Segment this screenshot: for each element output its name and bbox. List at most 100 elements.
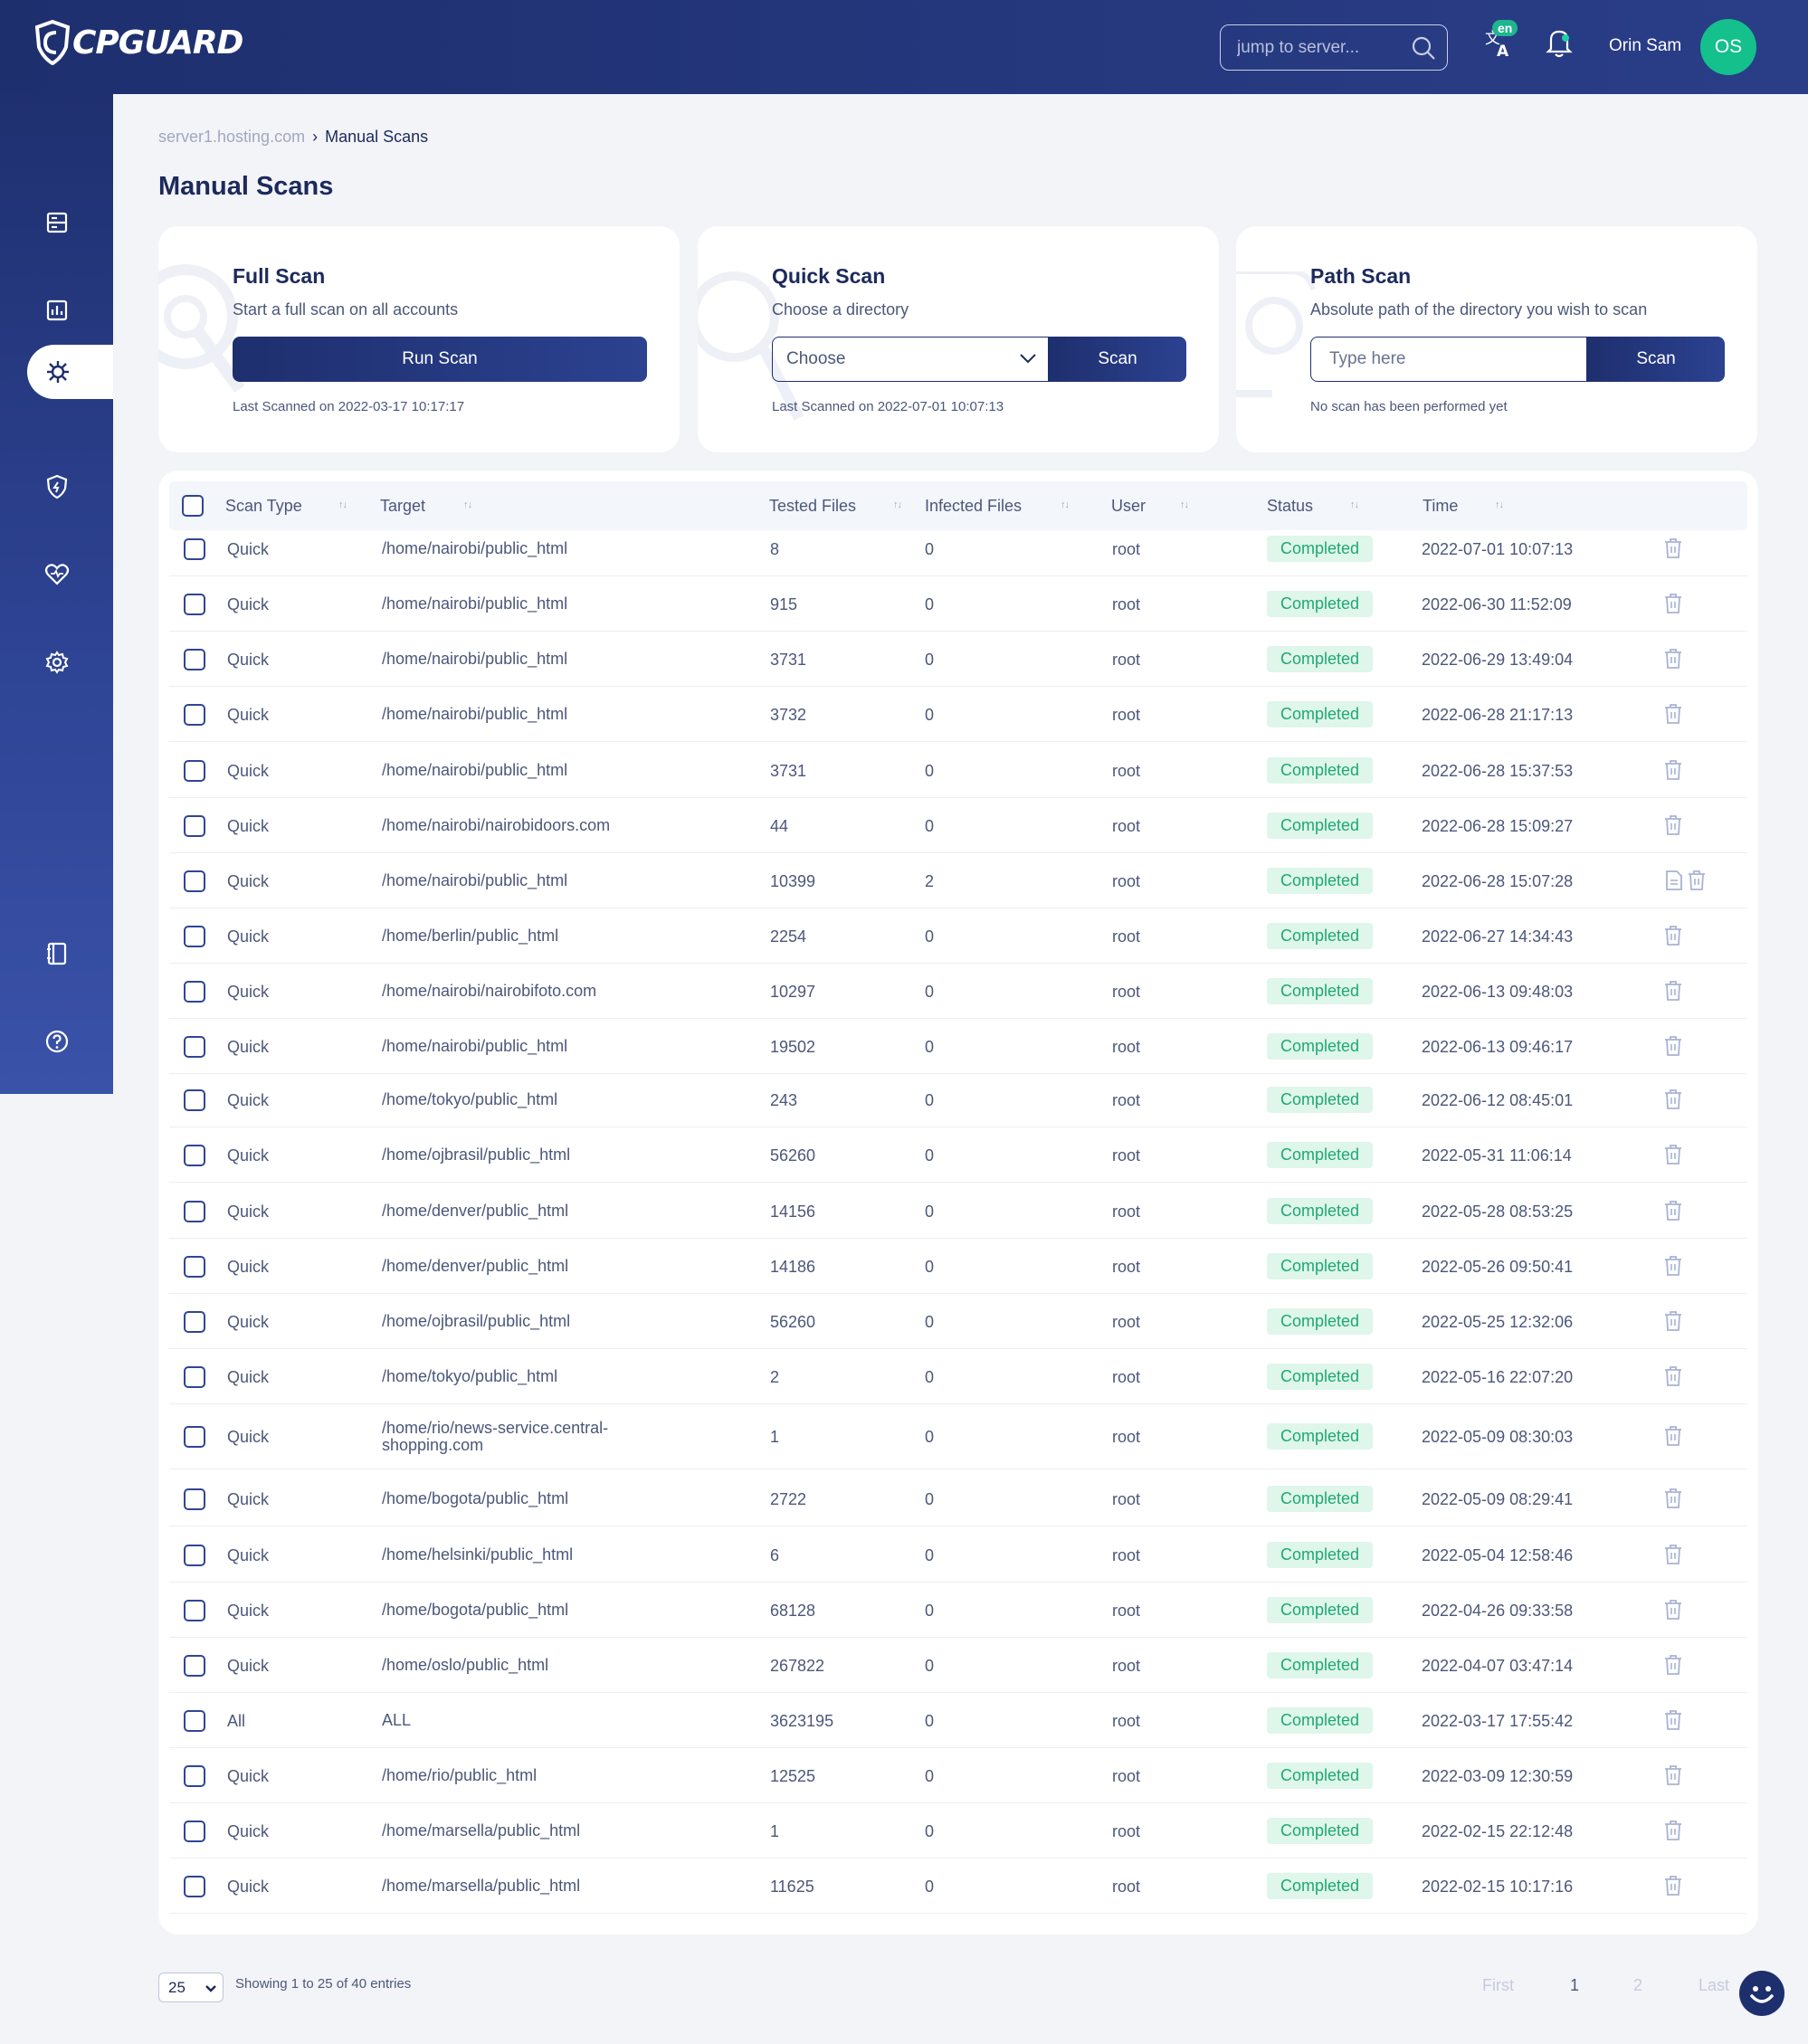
delete-icon[interactable] xyxy=(1663,1089,1683,1110)
tested-files-cell: 3731 xyxy=(770,761,807,780)
delete-icon[interactable] xyxy=(1663,980,1683,1002)
notification-bell-icon[interactable] xyxy=(1546,27,1573,58)
row-checkbox[interactable] xyxy=(184,1310,205,1333)
sort-icon[interactable]: ↑↓ xyxy=(463,499,472,510)
sort-icon[interactable]: ↑↓ xyxy=(338,499,347,510)
user-name[interactable]: Orin Sam xyxy=(1609,36,1682,55)
select-all-checkbox[interactable] xyxy=(182,495,204,517)
row-checkbox[interactable] xyxy=(184,870,205,892)
server-search[interactable] xyxy=(1220,24,1448,71)
server-search-input[interactable] xyxy=(1237,37,1400,58)
cpguard-logo[interactable]: CPGUARD xyxy=(34,20,243,65)
sort-icon[interactable]: ↑↓ xyxy=(1350,499,1359,510)
breadcrumb-server-link[interactable]: server1.hosting.com xyxy=(158,128,306,146)
shield-icon xyxy=(46,474,67,499)
sidebar-item-firewall[interactable] xyxy=(0,460,113,514)
col-target[interactable]: Target xyxy=(380,496,426,515)
delete-icon[interactable] xyxy=(1663,925,1683,946)
row-checkbox[interactable] xyxy=(184,1488,205,1510)
delete-icon[interactable] xyxy=(1663,1310,1683,1332)
row-checkbox[interactable] xyxy=(184,1255,205,1278)
path-input[interactable] xyxy=(1310,337,1587,382)
scan-type-cell: Quick xyxy=(227,1545,270,1564)
delete-icon[interactable] xyxy=(1663,1764,1683,1786)
search-icon[interactable] xyxy=(1411,35,1436,61)
row-checkbox[interactable] xyxy=(184,980,205,1003)
time-cell: 2022-05-09 08:30:03 xyxy=(1422,1428,1574,1446)
col-scan-type[interactable]: Scan Type xyxy=(225,496,302,515)
delete-icon[interactable] xyxy=(1663,1425,1683,1447)
row-checkbox[interactable] xyxy=(184,1200,205,1222)
delete-icon[interactable] xyxy=(1663,1544,1683,1565)
chat-support-button[interactable] xyxy=(1739,1971,1784,2016)
pagination-last[interactable]: Last xyxy=(1699,1976,1730,1994)
path-scan-button[interactable]: Scan xyxy=(1587,337,1725,382)
pagination-first[interactable]: First xyxy=(1482,1976,1514,1994)
delete-icon[interactable] xyxy=(1663,1599,1683,1621)
sort-icon[interactable]: ↑↓ xyxy=(1061,499,1070,510)
delete-icon[interactable] xyxy=(1663,814,1683,836)
col-user[interactable]: User xyxy=(1111,496,1147,515)
sidebar-item-virus-scan[interactable] xyxy=(27,345,113,399)
pagination-page-1[interactable]: 1 xyxy=(1570,1976,1580,1994)
delete-icon[interactable] xyxy=(1663,593,1683,614)
delete-icon[interactable] xyxy=(1663,1654,1683,1676)
col-infected-files[interactable]: Infected Files xyxy=(925,496,1023,515)
delete-icon[interactable] xyxy=(1663,648,1683,670)
pagination-page-2[interactable]: 2 xyxy=(1633,1976,1643,1994)
sidebar-item-health[interactable] xyxy=(0,547,113,602)
page-size-select[interactable]: 25 xyxy=(158,1973,224,2002)
delete-icon[interactable] xyxy=(1663,1144,1683,1165)
row-checkbox[interactable] xyxy=(184,593,205,615)
sort-icon[interactable]: ↑↓ xyxy=(1495,499,1504,510)
delete-icon[interactable] xyxy=(1663,1820,1683,1841)
delete-icon[interactable] xyxy=(1663,1255,1683,1277)
sidebar-item-docs[interactable] xyxy=(0,927,113,981)
sidebar-item-dashboard[interactable] xyxy=(0,283,113,337)
row-checkbox[interactable] xyxy=(184,1654,205,1677)
row-checkbox[interactable] xyxy=(184,1365,205,1388)
row-checkbox[interactable] xyxy=(184,1820,205,1842)
sidebar-item-help[interactable] xyxy=(0,1014,113,1069)
col-status[interactable]: Status xyxy=(1267,496,1314,515)
row-checkbox[interactable] xyxy=(184,1089,205,1111)
user-avatar[interactable]: OS xyxy=(1700,19,1756,75)
row-checkbox[interactable] xyxy=(184,703,205,726)
target-cell: /home/nairobi/public_html xyxy=(382,649,568,668)
row-checkbox[interactable] xyxy=(184,1709,205,1732)
row-checkbox[interactable] xyxy=(184,537,205,560)
delete-icon[interactable] xyxy=(1663,1875,1683,1897)
row-checkbox[interactable] xyxy=(184,1426,205,1448)
row-checkbox[interactable] xyxy=(184,814,205,837)
delete-icon[interactable] xyxy=(1663,1365,1683,1387)
row-checkbox[interactable] xyxy=(184,1875,205,1897)
sidebar-item-settings[interactable] xyxy=(0,635,113,689)
row-checkbox[interactable] xyxy=(184,1144,205,1166)
row-checkbox[interactable] xyxy=(184,1764,205,1787)
infected-files-cell: 0 xyxy=(925,1257,935,1276)
row-checkbox[interactable] xyxy=(184,1599,205,1621)
report-icon[interactable] xyxy=(1664,870,1684,891)
delete-icon[interactable] xyxy=(1687,870,1707,891)
delete-icon[interactable] xyxy=(1663,759,1683,781)
row-checkbox[interactable] xyxy=(184,925,205,947)
sort-icon[interactable]: ↑↓ xyxy=(893,499,902,510)
delete-icon[interactable] xyxy=(1663,703,1683,725)
delete-icon[interactable] xyxy=(1663,1488,1683,1509)
delete-icon[interactable] xyxy=(1663,1035,1683,1057)
row-checkbox[interactable] xyxy=(184,1544,205,1566)
infected-files-cell: 0 xyxy=(925,816,935,835)
sidebar-item-servers[interactable] xyxy=(0,195,113,250)
delete-icon[interactable] xyxy=(1663,537,1683,559)
delete-icon[interactable] xyxy=(1663,1709,1683,1731)
sort-icon[interactable]: ↑↓ xyxy=(1180,499,1189,510)
run-scan-button[interactable]: Run Scan xyxy=(233,337,647,382)
row-checkbox[interactable] xyxy=(184,648,205,670)
directory-select[interactable]: Choose xyxy=(772,337,1049,382)
row-checkbox[interactable] xyxy=(184,1035,205,1058)
col-time[interactable]: Time xyxy=(1423,496,1459,515)
delete-icon[interactable] xyxy=(1663,1200,1683,1222)
quick-scan-button[interactable]: Scan xyxy=(1049,337,1186,382)
col-tested-files[interactable]: Tested Files xyxy=(769,496,857,515)
row-checkbox[interactable] xyxy=(184,759,205,782)
